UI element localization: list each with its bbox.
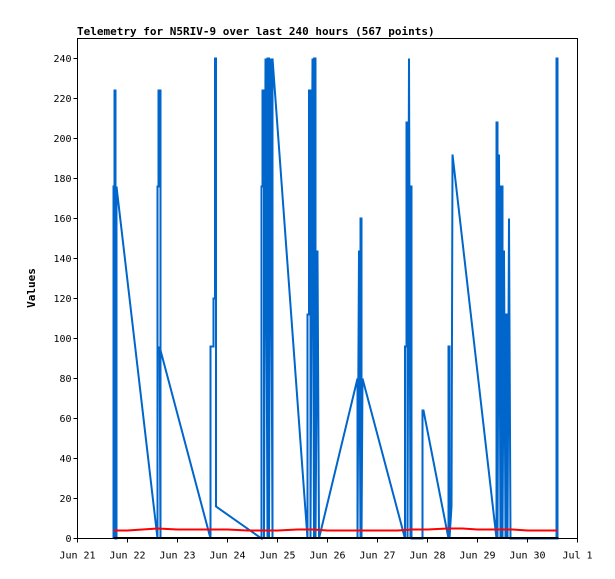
x-tick-label: Jun 28 (409, 551, 445, 562)
y-tick-label: 240 (53, 54, 71, 65)
x-tick-label: Jun 22 (109, 551, 145, 562)
y-tick-label: 140 (53, 254, 71, 265)
y-tick-label: 220 (53, 94, 71, 105)
series-line-2 (113, 527, 558, 532)
x-tick-label: Jun 26 (309, 551, 345, 562)
y-tick-label: 20 (59, 494, 71, 505)
x-tick-label: Jun 30 (509, 551, 545, 562)
y-tick-label: 180 (53, 174, 71, 185)
y-tick-label: 80 (59, 374, 71, 385)
x-tick-label: Jun 23 (159, 551, 195, 562)
y-tick-label: 0 (65, 534, 71, 545)
y-tick-label: 200 (53, 134, 71, 145)
x-tick-label: Jun 29 (459, 551, 495, 562)
y-axis-label: Values (25, 268, 38, 308)
y-tick-label: 120 (53, 294, 71, 305)
x-tick-label: Jun 25 (259, 551, 295, 562)
y-tick-label: 40 (59, 454, 71, 465)
x-tick-label: Jun 24 (209, 551, 245, 562)
x-tick-label: Jul 1 (562, 551, 592, 562)
x-axis: Jun 21 Jun 22 Jun 23 Jun 24 Jun 25 Jun 26 Jun … (59, 538, 593, 562)
x-tick-label: Jun 21 (59, 551, 95, 562)
x-tick-label: Jun 27 (359, 551, 395, 562)
y-tick-label: 160 (53, 214, 71, 225)
y-tick-label: 100 (53, 334, 71, 345)
chart-title: Telemetry for N5RIV-9 over last 240 hour… (77, 25, 435, 38)
y-tick-label: 60 (59, 414, 71, 425)
y-axis: 0 20 40 60 80 100 120 140 160 180 200 220 240 (53, 54, 78, 545)
